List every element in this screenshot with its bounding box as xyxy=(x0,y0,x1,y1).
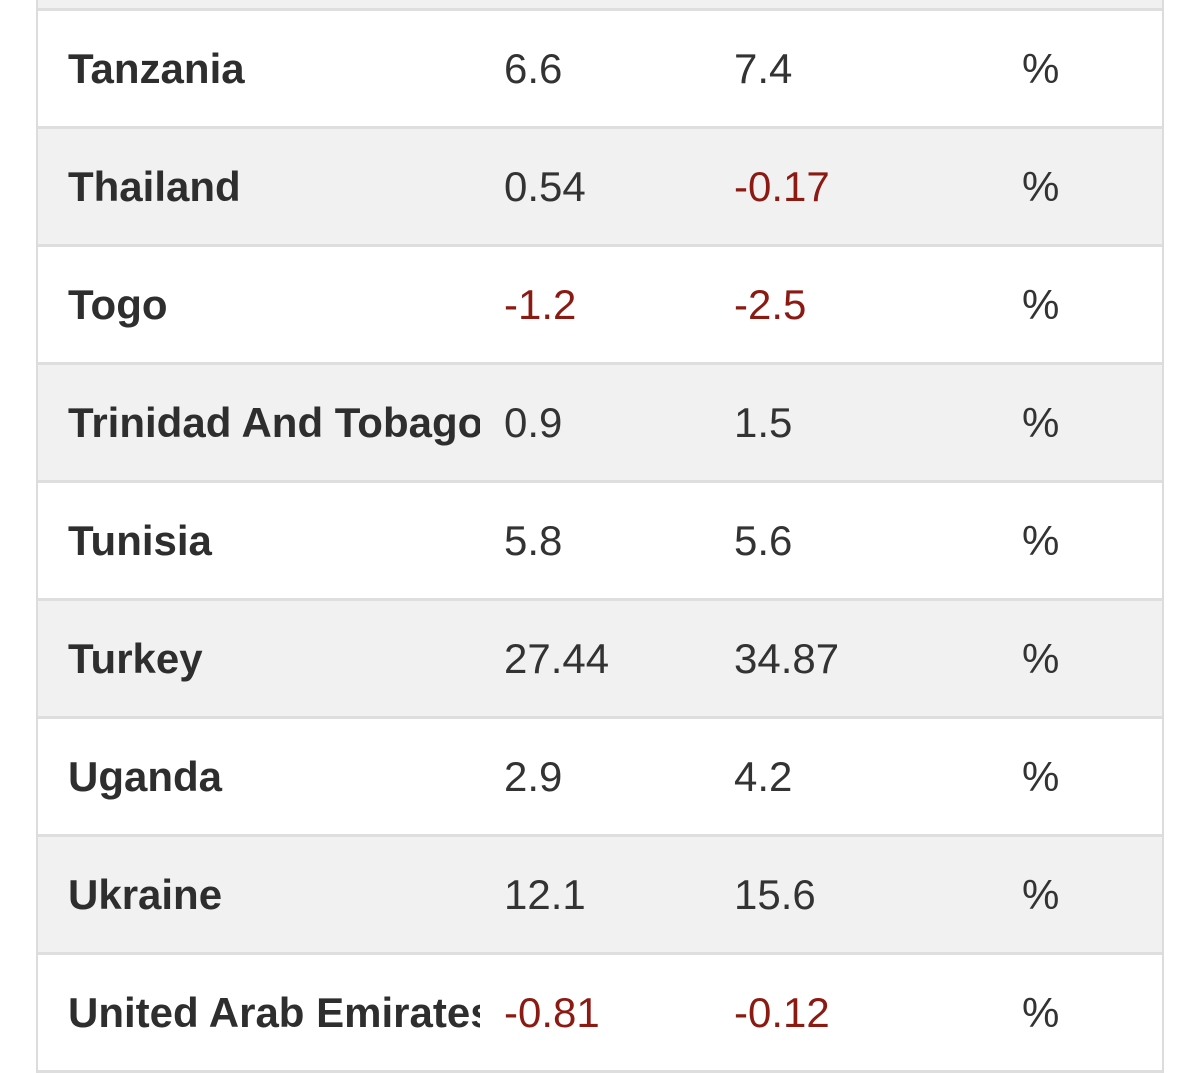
latest-value: 15.6 xyxy=(734,871,816,918)
latest-value: -0.12 xyxy=(734,989,830,1036)
table-row: Tunisia 5.8 5.6 % xyxy=(38,483,1162,601)
table-row: Ukraine 12.1 15.6 % xyxy=(38,837,1162,955)
table-row: Thailand 0.54 -0.17 % xyxy=(38,129,1162,247)
table-row: United Arab Emirates -0.81 -0.12 % xyxy=(38,955,1162,1073)
table-row: Trinidad And Tobago 0.9 1.5 % xyxy=(38,365,1162,483)
table-row: Uganda 2.9 4.2 % xyxy=(38,719,1162,837)
country-name[interactable]: Turkey xyxy=(68,635,203,682)
unit-label: % xyxy=(1022,635,1060,682)
unit-label: % xyxy=(1022,281,1060,328)
unit-label: % xyxy=(1022,989,1060,1036)
previous-value: 0.9 xyxy=(504,399,563,446)
previous-value: -0.81 xyxy=(504,989,600,1036)
country-name[interactable]: Uganda xyxy=(68,753,223,800)
previous-value: 0.54 xyxy=(504,163,586,210)
latest-value: 34.87 xyxy=(734,635,840,682)
country-name[interactable]: Togo xyxy=(68,281,168,328)
country-data-table: Tanzania 6.6 7.4 % Thailand 0.54 -0.17 %… xyxy=(36,0,1164,1073)
country-name[interactable]: United Arab Emirates xyxy=(68,989,480,1036)
previous-value: 5.8 xyxy=(504,517,563,564)
unit-label: % xyxy=(1022,163,1060,210)
country-name[interactable]: Tunisia xyxy=(68,517,212,564)
previous-value: 2.9 xyxy=(504,753,563,800)
table-row: Turkey 27.44 34.87 % xyxy=(38,601,1162,719)
previous-value: -1.2 xyxy=(504,281,577,328)
unit-label: % xyxy=(1022,45,1060,92)
previous-value: 12.1 xyxy=(504,871,586,918)
country-name[interactable]: Thailand xyxy=(68,163,241,210)
latest-value: -0.17 xyxy=(734,163,830,210)
country-name[interactable]: Trinidad And Tobago xyxy=(68,399,480,446)
latest-value: -2.5 xyxy=(734,281,807,328)
table-row: Tanzania 6.6 7.4 % xyxy=(38,11,1162,129)
unit-label: % xyxy=(1022,753,1060,800)
latest-value: 5.6 xyxy=(734,517,793,564)
country-name[interactable] xyxy=(68,0,480,8)
unit-label: % xyxy=(1022,517,1060,564)
table-row xyxy=(38,0,1162,11)
unit-label: % xyxy=(1022,871,1060,918)
country-name[interactable]: Tanzania xyxy=(68,45,245,92)
country-name[interactable]: Ukraine xyxy=(68,871,223,918)
latest-value: 1.5 xyxy=(734,399,793,446)
table-row: Togo -1.2 -2.5 % xyxy=(38,247,1162,365)
latest-value: 7.4 xyxy=(734,45,793,92)
unit-label: % xyxy=(1022,399,1060,446)
previous-value: 27.44 xyxy=(504,635,610,682)
previous-value: 6.6 xyxy=(504,45,563,92)
latest-value: 4.2 xyxy=(734,753,793,800)
